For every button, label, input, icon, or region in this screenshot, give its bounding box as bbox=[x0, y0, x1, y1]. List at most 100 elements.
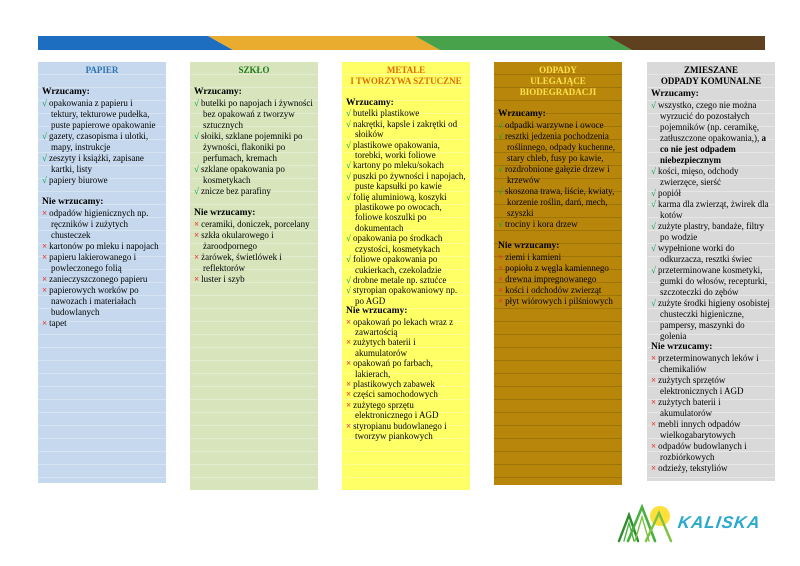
list-item: × płyt wiórowych i pilśniowych bbox=[498, 296, 618, 307]
list-item-text: kartonów po mleku i napojach bbox=[49, 241, 159, 251]
list-item: √ wszystko, czego nie można wyrzucić do p… bbox=[651, 100, 771, 166]
list-item: × żarówek, świetlówek i reflektorów bbox=[194, 252, 314, 274]
list-item-text: resztki jedzenia pochodzenia roślinnego,… bbox=[504, 131, 615, 163]
x-icon: × bbox=[651, 397, 657, 407]
exclude-label: Nie wrzucamy: bbox=[498, 241, 560, 251]
list-item-text: zużyte środki higieny osobistej chustecz… bbox=[657, 298, 770, 341]
list-item: × styropianu budowlanego i tworzyw pianko… bbox=[346, 421, 466, 442]
list-item-text: szklane opakowania po kosmetykach bbox=[200, 164, 285, 185]
list-item: × części samochodowych bbox=[346, 389, 466, 399]
list-item: √ foliowe opakowania po cukierkach, czeko… bbox=[346, 254, 466, 275]
x-icon: × bbox=[346, 420, 352, 431]
x-icon: × bbox=[498, 252, 504, 262]
list-item: √ styropian opakowaniowy np. po AGD bbox=[346, 285, 466, 306]
list-item-text: butelki plastikowe bbox=[352, 108, 420, 119]
list-item: × plastikowych zabawek bbox=[346, 379, 466, 389]
check-icon: √ bbox=[194, 98, 199, 108]
x-icon: × bbox=[346, 399, 352, 410]
list-item-text: zeszyty i książki, zapisane kartki, list… bbox=[48, 153, 144, 174]
list-item-text: odzieży, tekstyliów bbox=[658, 463, 728, 473]
include-label: Wrzucamy: bbox=[42, 87, 90, 97]
exclude-label: Nie wrzucamy: bbox=[346, 306, 408, 317]
list-item-text: foliowe opakowania po cukierkach, czekol… bbox=[352, 254, 442, 275]
list-item: √ opakowania z papieru i tektury, tekturo… bbox=[42, 98, 162, 131]
include-section: Wrzucamy: √ wszystko, czego nie można wyrz… bbox=[651, 89, 771, 342]
list-item: √ popiół bbox=[651, 188, 771, 199]
x-icon: × bbox=[346, 378, 352, 389]
check-icon: √ bbox=[194, 186, 199, 196]
list-item-text: przeterminowane kosmetyki, gumki do włos… bbox=[657, 265, 768, 297]
check-icon: √ bbox=[346, 254, 351, 265]
list-item-text: zużytych sprzętów elektronicznych i AGD bbox=[658, 375, 744, 396]
list-item: × luster i szyb bbox=[194, 274, 314, 285]
list-item-text: nakrętki, kapsle i zakrętki od słoików bbox=[352, 118, 458, 140]
check-icon: √ bbox=[498, 120, 503, 130]
list-item-text: opakowania po środkach czystości, kosmet… bbox=[352, 233, 443, 254]
list-item: × odzieży, tekstyliów bbox=[651, 463, 771, 474]
exclude-label: Nie wrzucamy: bbox=[194, 208, 256, 218]
include-section: Wrzucamy: √ odpadki warzywne i owoce √ reszt… bbox=[498, 109, 618, 230]
list-item: √ nakrętki, kapsle i zakrętki od słoików bbox=[346, 119, 466, 140]
list-item-text: mebli innych odpadów wielkogabarytowych bbox=[658, 419, 741, 440]
exclude-section: Nie wrzucamy: × ziemi i kamieni × popiołu z … bbox=[498, 241, 618, 307]
list-item: × przeterminowanych leków i chemikaliów bbox=[651, 353, 771, 375]
check-icon: √ bbox=[651, 199, 656, 209]
check-icon: √ bbox=[346, 233, 351, 244]
check-icon: √ bbox=[651, 265, 656, 275]
list-item-text: kości, mięso, odchody zwierzęce, sierść bbox=[657, 166, 739, 187]
list-item: √ butelki plastikowe bbox=[346, 108, 466, 118]
column-body: Wrzucamy: √ butelki po napojach i żywności… bbox=[190, 77, 318, 287]
check-icon: √ bbox=[194, 131, 199, 141]
check-icon: √ bbox=[346, 160, 351, 171]
check-icon: √ bbox=[42, 131, 47, 141]
check-icon: √ bbox=[194, 164, 199, 174]
list-item: √ kartony po mleku/sokach bbox=[346, 160, 466, 170]
column-title: SZKŁO bbox=[238, 65, 270, 75]
list-item-text: opakowań po lekach wraz z zawartością bbox=[353, 316, 454, 337]
list-item-text: drobne metale np. sztućce bbox=[352, 274, 447, 285]
list-item-text: trociny i kora drzew bbox=[504, 219, 578, 229]
list-item: √ drobne metale np. sztućce bbox=[346, 275, 466, 285]
list-item-text: styropianu budowlanego i tworzyw piankow… bbox=[353, 420, 447, 441]
x-icon: × bbox=[498, 263, 504, 273]
list-item-text: styropian opakowaniowy np. po AGD bbox=[352, 285, 458, 306]
column-title: METALE I TWORZYWA SZTUCZNE bbox=[350, 65, 462, 86]
kaliska-logo-text: KALISKA bbox=[676, 513, 762, 532]
list-item: √ szklane opakowania po kosmetykach bbox=[194, 164, 314, 186]
list-item: × popiołu z węgla kamiennego bbox=[498, 263, 618, 274]
list-item-text: zużytych baterii i akumulatorów bbox=[353, 337, 416, 358]
list-item-text: kości i odchodów zwierząt bbox=[505, 285, 602, 295]
x-icon: × bbox=[498, 285, 504, 295]
list-item-text: zanieczyszczonego papieru bbox=[49, 274, 148, 284]
check-icon: √ bbox=[346, 170, 351, 181]
list-item-text: plastikowe opakowania, torebki, worki fo… bbox=[352, 139, 440, 161]
column-metals-plastics: METALE I TWORZYWA SZTUCZNE Wrzucamy: √ but… bbox=[342, 62, 470, 490]
x-icon: × bbox=[194, 230, 200, 240]
list-item-text: opakowań po farbach, lakierach, bbox=[353, 358, 433, 379]
list-item: √ przeterminowane kosmetyki, gumki do wło… bbox=[651, 265, 771, 298]
check-icon: √ bbox=[498, 186, 503, 196]
x-icon: × bbox=[194, 274, 200, 284]
x-icon: × bbox=[42, 285, 48, 295]
exclude-label: Nie wrzucamy: bbox=[651, 342, 713, 352]
list-item-text: wszystko, czego nie można wyrzucić do po… bbox=[657, 100, 766, 165]
list-item: √ odpadki warzywne i owoce bbox=[498, 120, 618, 131]
list-item: √ rozdrobnione gałęzie drzew i krzewów bbox=[498, 164, 618, 186]
check-icon: √ bbox=[42, 153, 47, 163]
list-item: √ zużyte plastry, bandaże, filtry po wodz… bbox=[651, 221, 771, 243]
list-item: √ zeszyty i książki, zapisane kartki, lis… bbox=[42, 153, 162, 175]
check-icon: √ bbox=[651, 188, 656, 198]
list-item: × tapet bbox=[42, 318, 162, 329]
column-body: Wrzucamy: √ opakowania z papieru i tektury… bbox=[38, 77, 166, 331]
top-color-bar bbox=[38, 36, 765, 50]
x-icon: × bbox=[346, 389, 352, 400]
list-item: √ opakowania po środkach czystości, kosme… bbox=[346, 233, 466, 254]
list-item: × zużytych baterii i akumulatorów bbox=[651, 397, 771, 419]
list-item: √ słoiki, szklane pojemniki po żywności, … bbox=[194, 131, 314, 164]
list-item-text: tapet bbox=[49, 318, 67, 328]
list-item: × odpadów budowlanych i rozbiórkowych bbox=[651, 441, 771, 463]
list-item: √ folię aluminiową, koszyki plastikowe po… bbox=[346, 192, 466, 234]
check-icon: √ bbox=[42, 175, 47, 185]
top-color-bar-graphic bbox=[38, 36, 765, 50]
x-icon: × bbox=[42, 241, 48, 251]
